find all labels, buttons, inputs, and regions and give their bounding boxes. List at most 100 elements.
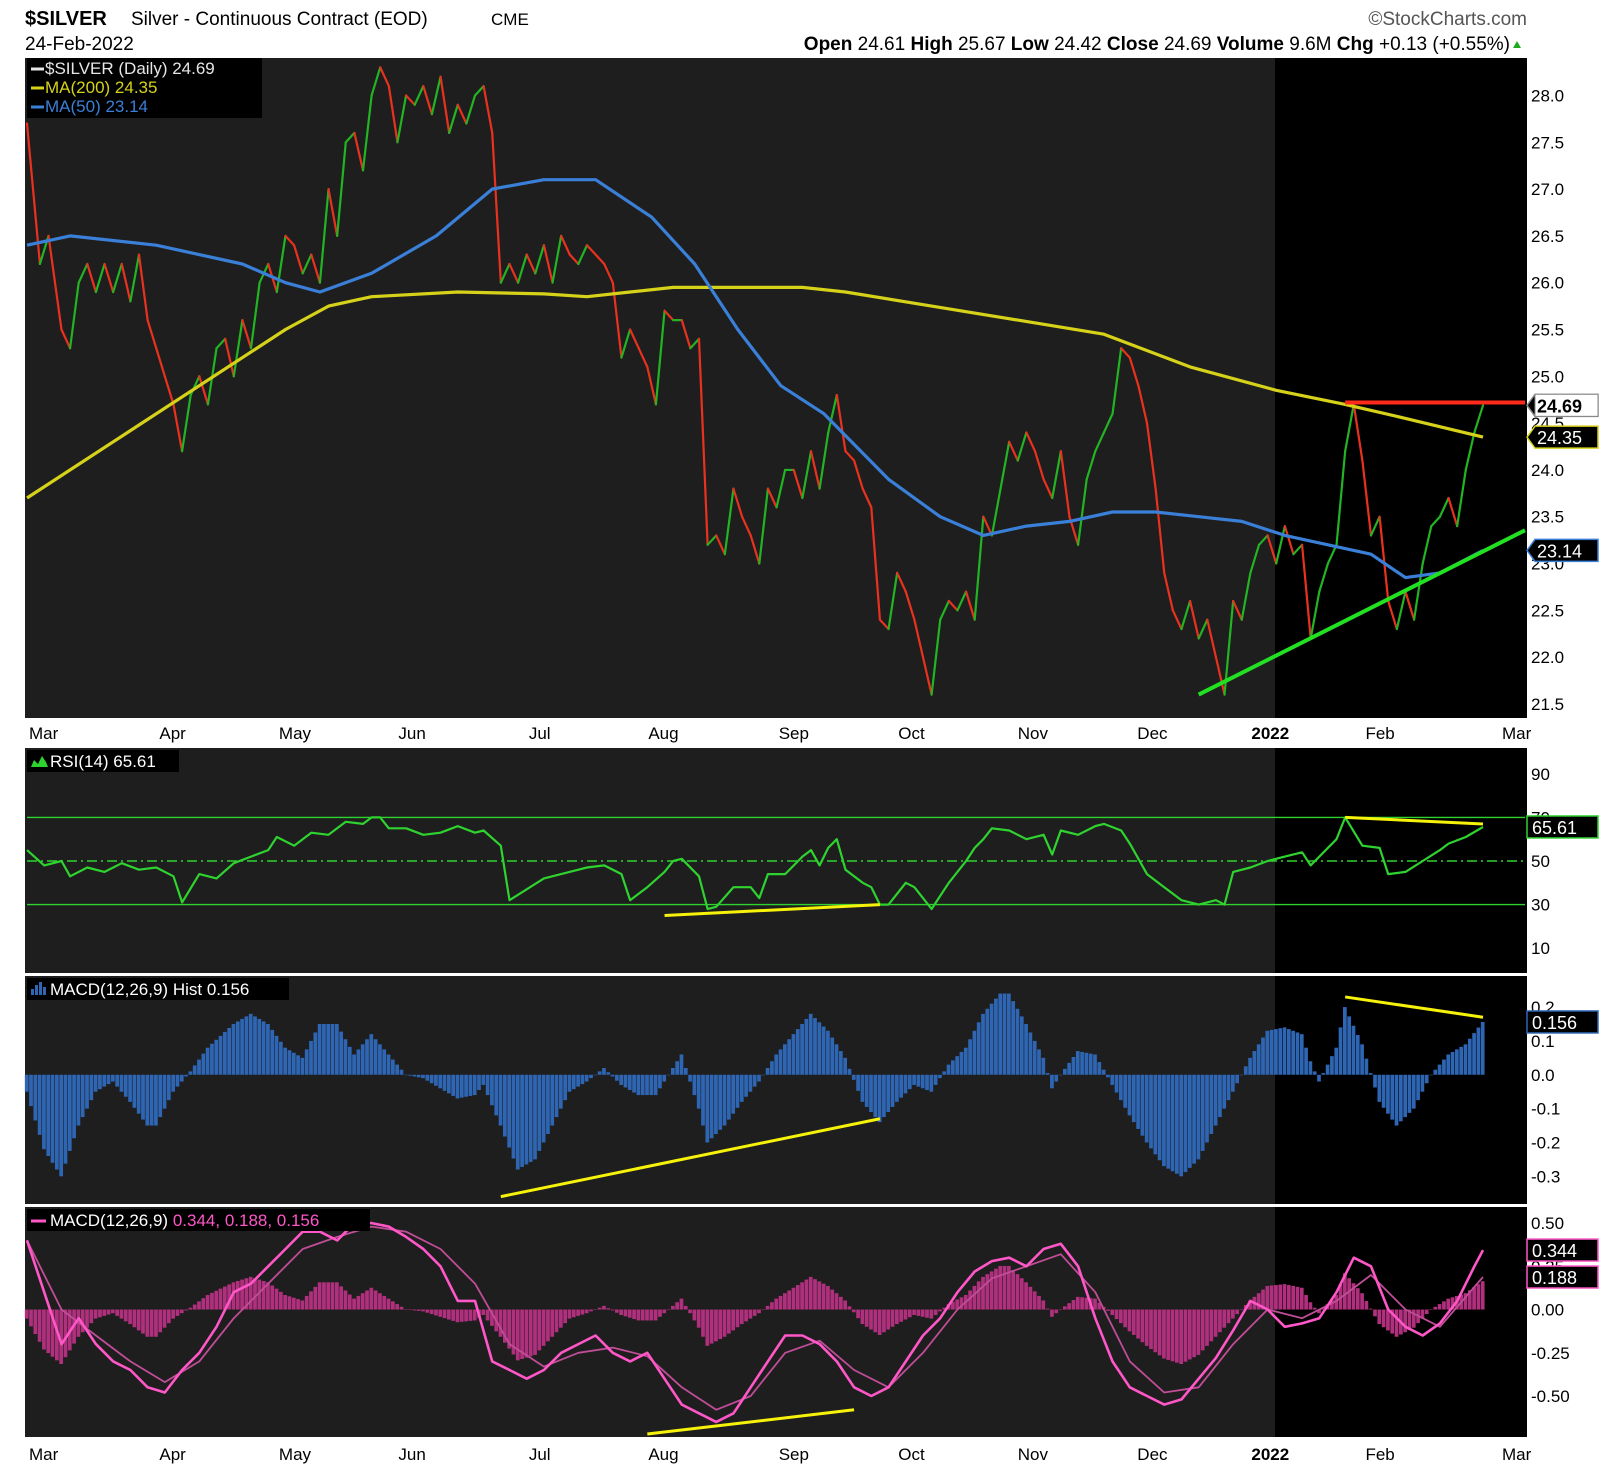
price-segment [775,468,787,509]
hist-bar [386,1054,391,1075]
hist-bar [1235,1074,1240,1084]
macd-hist-bar [227,1284,232,1310]
macd-hist-bar [1032,1291,1037,1310]
hist-bar [287,1050,292,1075]
macd-hist-bar [761,1309,766,1311]
hist-bar [98,1074,102,1090]
macd-hist-bar [800,1282,804,1310]
hist-bar [1390,1074,1395,1120]
hist-bar [1312,1071,1317,1075]
hist-bar [903,1074,908,1094]
price-segment [585,244,597,256]
price-segment [964,590,976,621]
macd-hist-bar [1291,1285,1296,1310]
macd-hist-bar [50,1309,55,1357]
macd-hist-bar [464,1309,468,1322]
hist-bar [1467,1038,1472,1075]
price-segment [1051,450,1062,500]
hist-bar [1028,1032,1033,1075]
macd-hist-bar [253,1278,257,1310]
price-segment [112,262,123,294]
price-segment [1102,412,1114,434]
hist-bar [1330,1056,1334,1075]
macd-hist-bar [1157,1309,1162,1356]
macd-hist-bar [649,1309,654,1321]
macd-hist-bar [339,1286,344,1310]
change-up-icon [1513,41,1521,48]
hist-bar [1437,1064,1442,1075]
hist-bar [102,1074,107,1087]
price-segment [318,187,330,284]
price-segment [568,253,580,266]
hist-bar [132,1074,137,1108]
hist-bar [1136,1074,1140,1129]
macd-hist-bar [640,1309,645,1321]
x-tick-label: Oct [898,724,925,743]
macd-hist-bar [1299,1287,1304,1310]
hist-bar [1338,1027,1343,1075]
hist-bar [1278,1028,1283,1075]
macd-hist-bar [1287,1285,1291,1310]
hist-bar [1131,1074,1136,1123]
hist-bar [1459,1046,1464,1075]
macd-hist-bar [472,1309,477,1321]
hist-bar [490,1074,494,1106]
price-segment [827,393,838,434]
hist-bar [1455,1049,1459,1075]
hist-bar [1299,1034,1304,1075]
price-segment [1257,534,1269,546]
hist-bar [636,1074,641,1096]
y-tick-label: 24.0 [1531,461,1564,480]
price-segment [1447,496,1459,528]
x-tick-label: Jun [398,1445,425,1464]
x-tick-label: Sep [779,1445,809,1464]
hist-bar [1261,1037,1265,1075]
hist-bar [895,1074,899,1102]
macd-hist-bar [309,1291,313,1310]
hist-bar [627,1074,632,1090]
hist-bar [322,1024,326,1075]
macd-hist-bar [1080,1297,1084,1310]
price-segment [1171,609,1183,631]
hist-bar [705,1074,710,1143]
price-segment [628,328,640,350]
hist-bar [279,1041,283,1075]
macd-hist-bar [877,1309,882,1335]
price-segment [723,487,735,556]
macd-hist-bar [356,1295,361,1310]
macd-hist-bar [171,1309,176,1319]
macd-hist-bar [942,1307,947,1310]
macd-hist-bar [1403,1309,1408,1333]
macd-hist-bar [1041,1300,1046,1310]
macd-hist-bar [1373,1309,1377,1317]
hist-divergence-line [1344,995,1484,1019]
hist-bar [1166,1074,1171,1169]
legend-label: MA(50) 23.14 [45,97,148,116]
hist-bar [451,1074,456,1096]
hist-bar [335,1024,339,1075]
macd-hist-bar [1097,1302,1102,1310]
macd-hist-bar [343,1290,348,1310]
macd-hist-bar [1377,1309,1382,1325]
macd-hist-bar [291,1297,296,1310]
price-segment [103,262,115,294]
price-segment [1283,524,1295,556]
hist-bar [1291,1030,1296,1075]
macd-hist-bar [985,1274,990,1310]
hist-bar [1050,1074,1054,1089]
hist-bar [261,1021,266,1075]
macd-hist-bar [933,1309,938,1315]
price-tag [1526,425,1599,449]
hist-bar [1321,1073,1326,1075]
hist-bar [123,1074,128,1097]
hist-bar [834,1044,839,1075]
hist-bar [1088,1053,1093,1075]
macd-hist-bar [869,1309,873,1330]
hist-bar [606,1072,611,1075]
macd-hist-bar [1351,1283,1356,1310]
macd-hist-bar [602,1305,606,1310]
macd-hist-bar [1136,1309,1140,1339]
macd-tag-label: 0.188 [1532,1268,1577,1288]
price-segment [1214,656,1226,696]
hist-bar [550,1074,555,1126]
